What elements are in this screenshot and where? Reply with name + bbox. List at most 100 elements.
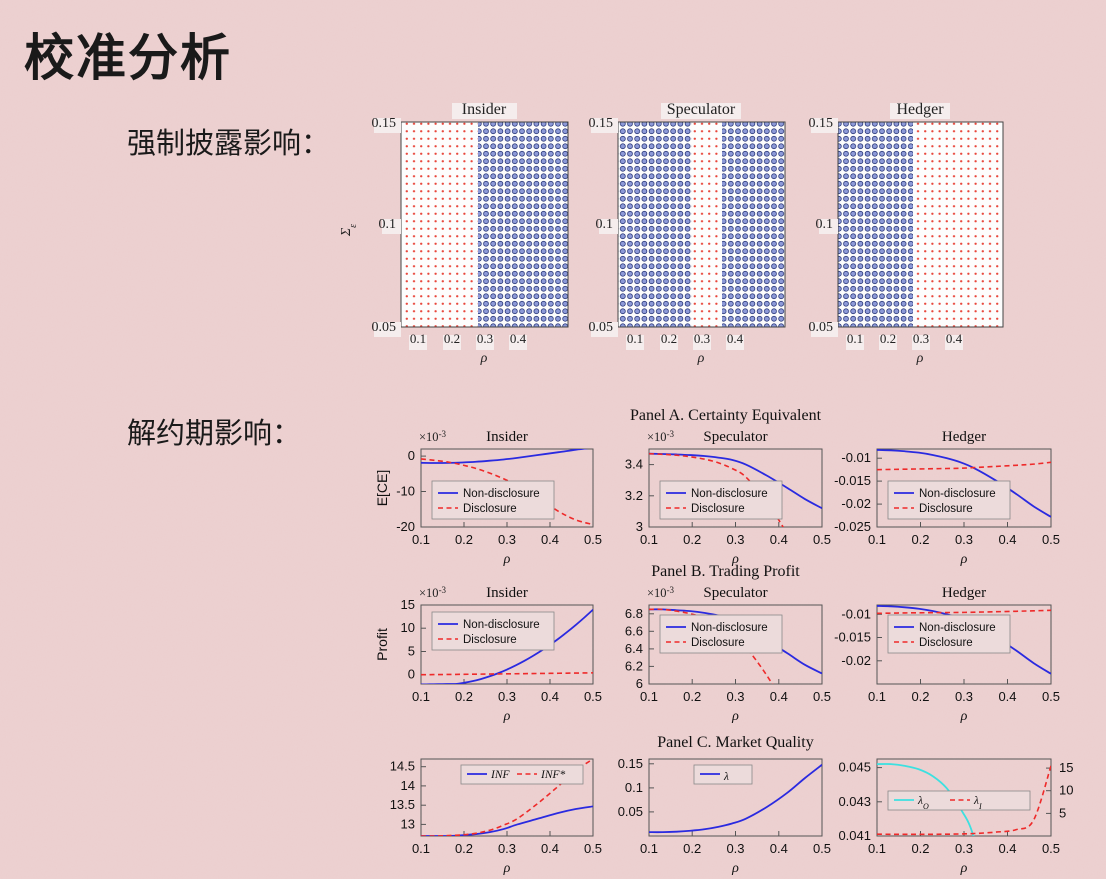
svg-text:14: 14 xyxy=(401,778,415,793)
svg-text:3.2: 3.2 xyxy=(625,488,643,503)
svg-text:-0.015: -0.015 xyxy=(834,630,871,645)
svg-text:0.1: 0.1 xyxy=(625,780,643,795)
svg-text:ρ: ρ xyxy=(960,709,968,724)
svg-text:Panel C. Market Quality: Panel C. Market Quality xyxy=(657,734,813,751)
svg-text:Disclosure: Disclosure xyxy=(691,503,745,515)
svg-text:×10-3: ×10-3 xyxy=(647,585,675,600)
svg-text:14.5: 14.5 xyxy=(390,759,415,774)
svg-text:0.4: 0.4 xyxy=(770,689,788,704)
svg-text:Non-disclosure: Non-disclosure xyxy=(691,622,768,634)
svg-text:0.041: 0.041 xyxy=(838,828,871,843)
svg-text:Non-disclosure: Non-disclosure xyxy=(463,619,540,631)
svg-text:0: 0 xyxy=(408,448,415,463)
svg-text:Hedger: Hedger xyxy=(942,429,986,445)
svg-text:0.1: 0.1 xyxy=(640,841,658,856)
svg-text:0.5: 0.5 xyxy=(584,841,602,856)
svg-text:0.5: 0.5 xyxy=(1042,689,1060,704)
svg-text:6.6: 6.6 xyxy=(625,623,643,638)
svg-text:0.1: 0.1 xyxy=(640,689,658,704)
svg-text:-10: -10 xyxy=(396,484,415,499)
svg-text:0.3: 0.3 xyxy=(955,841,973,856)
svg-text:0.3: 0.3 xyxy=(955,532,973,547)
svg-text:0.5: 0.5 xyxy=(1042,532,1060,547)
svg-text:Disclosure: Disclosure xyxy=(463,634,517,646)
svg-text:0.4: 0.4 xyxy=(770,841,788,856)
svg-text:0.2: 0.2 xyxy=(455,532,473,547)
svg-text:0.4: 0.4 xyxy=(541,841,559,856)
svg-text:0.2: 0.2 xyxy=(911,532,929,547)
svg-text:-0.025: -0.025 xyxy=(834,519,871,534)
svg-text:0.4: 0.4 xyxy=(541,532,559,547)
svg-text:×10-3: ×10-3 xyxy=(419,585,447,600)
svg-text:Non-disclosure: Non-disclosure xyxy=(919,622,996,634)
svg-text:λ: λ xyxy=(723,771,729,783)
svg-text:0.3: 0.3 xyxy=(498,689,516,704)
svg-text:ρ: ρ xyxy=(960,552,968,567)
svg-text:0.1: 0.1 xyxy=(868,689,886,704)
svg-text:3: 3 xyxy=(636,519,643,534)
svg-text:-0.01: -0.01 xyxy=(841,606,871,621)
svg-text:0.5: 0.5 xyxy=(813,689,831,704)
svg-text:0.4: 0.4 xyxy=(998,841,1016,856)
svg-text:0.1: 0.1 xyxy=(412,689,430,704)
svg-text:Insider: Insider xyxy=(486,585,528,601)
svg-text:Disclosure: Disclosure xyxy=(691,637,745,649)
svg-text:10: 10 xyxy=(1059,783,1073,798)
svg-text:0.2: 0.2 xyxy=(683,689,701,704)
svg-text:0.5: 0.5 xyxy=(584,532,602,547)
svg-text:0.15: 0.15 xyxy=(618,756,643,771)
svg-text:Panel A. Certainty Equivalent: Panel A. Certainty Equivalent xyxy=(630,407,822,424)
svg-text:0.2: 0.2 xyxy=(911,841,929,856)
svg-text:0.4: 0.4 xyxy=(998,532,1016,547)
svg-text:0.1: 0.1 xyxy=(868,532,886,547)
svg-text:ρ: ρ xyxy=(503,861,511,876)
svg-text:0.2: 0.2 xyxy=(683,841,701,856)
svg-text:15: 15 xyxy=(401,597,415,612)
svg-text:0.043: 0.043 xyxy=(838,794,871,809)
svg-text:6.2: 6.2 xyxy=(625,658,643,673)
svg-text:Disclosure: Disclosure xyxy=(919,503,973,515)
svg-text:-0.02: -0.02 xyxy=(841,496,871,511)
svg-text:0.3: 0.3 xyxy=(726,532,744,547)
svg-text:5: 5 xyxy=(408,644,415,659)
svg-text:15: 15 xyxy=(1059,760,1073,775)
svg-text:×10-3: ×10-3 xyxy=(647,429,675,444)
svg-text:E[CE]: E[CE] xyxy=(374,470,390,507)
svg-text:13: 13 xyxy=(401,816,415,831)
svg-text:0.05: 0.05 xyxy=(618,804,643,819)
svg-text:Speculator: Speculator xyxy=(703,429,767,445)
svg-text:×10-3: ×10-3 xyxy=(419,429,447,444)
svg-text:0.2: 0.2 xyxy=(455,689,473,704)
svg-text:ρ: ρ xyxy=(731,861,739,876)
svg-text:5: 5 xyxy=(1059,805,1066,820)
svg-text:-0.015: -0.015 xyxy=(834,473,871,488)
svg-text:0.3: 0.3 xyxy=(726,689,744,704)
svg-text:Panel B. Trading Profit: Panel B. Trading Profit xyxy=(651,563,800,580)
svg-text:6.8: 6.8 xyxy=(625,606,643,621)
svg-text:Non-disclosure: Non-disclosure xyxy=(463,488,540,500)
svg-text:0.2: 0.2 xyxy=(683,532,701,547)
svg-text:0.3: 0.3 xyxy=(726,841,744,856)
svg-text:0.5: 0.5 xyxy=(813,532,831,547)
svg-text:6: 6 xyxy=(636,676,643,691)
svg-text:0.1: 0.1 xyxy=(412,841,430,856)
svg-text:Speculator: Speculator xyxy=(703,585,767,601)
svg-text:0: 0 xyxy=(408,667,415,682)
svg-text:0.4: 0.4 xyxy=(541,689,559,704)
svg-text:ρ: ρ xyxy=(731,709,739,724)
svg-text:INF: INF xyxy=(490,769,511,781)
svg-text:0.4: 0.4 xyxy=(998,689,1016,704)
svg-text:0.045: 0.045 xyxy=(838,760,871,775)
svg-text:0.1: 0.1 xyxy=(640,532,658,547)
svg-text:ρ: ρ xyxy=(960,861,968,876)
svg-text:-0.02: -0.02 xyxy=(841,653,871,668)
svg-text:10: 10 xyxy=(401,620,415,635)
svg-text:0.2: 0.2 xyxy=(911,689,929,704)
svg-text:0.1: 0.1 xyxy=(412,532,430,547)
svg-text:0.1: 0.1 xyxy=(868,841,886,856)
svg-text:0.5: 0.5 xyxy=(584,689,602,704)
svg-text:0.4: 0.4 xyxy=(770,532,788,547)
svg-text:13.5: 13.5 xyxy=(390,797,415,812)
svg-text:0.2: 0.2 xyxy=(455,841,473,856)
svg-text:0.5: 0.5 xyxy=(1042,841,1060,856)
